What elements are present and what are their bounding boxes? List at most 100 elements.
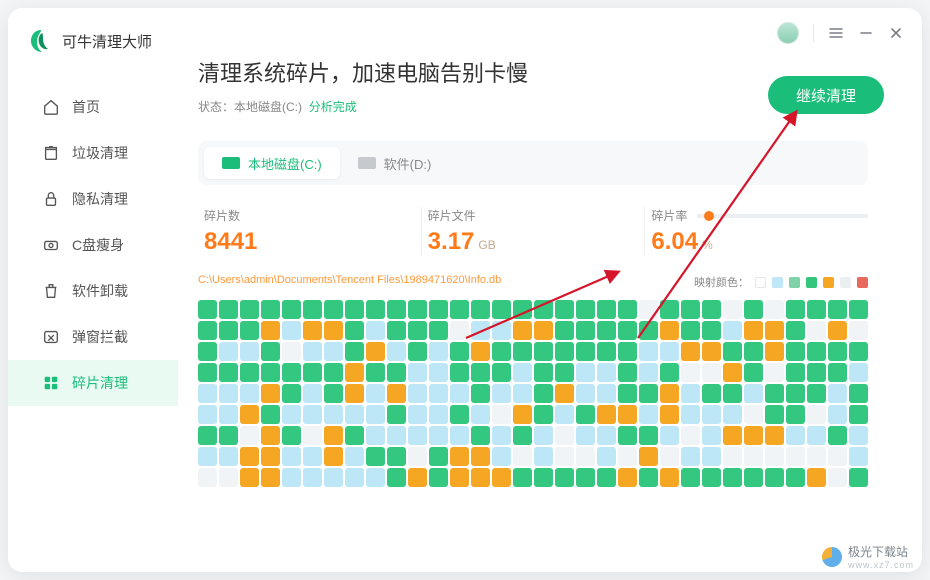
rate-handle (704, 211, 714, 221)
sidebar-item-junk[interactable]: 垃圾清理 (8, 130, 178, 176)
grid-cell (261, 300, 280, 319)
path-legend-row: C:\Users\admin\Documents\Tencent Files\1… (198, 274, 868, 290)
grid-cell (387, 405, 406, 424)
sidebar-item-uninstall[interactable]: 软件卸载 (8, 268, 178, 314)
grid-cell (555, 321, 574, 340)
sidebar-item-defrag[interactable]: 碎片清理 (8, 360, 178, 406)
grid-cell (408, 300, 427, 319)
grid-cell (303, 300, 322, 319)
grid-cell (849, 468, 868, 487)
sidebar-item-label: 软件卸载 (72, 281, 128, 301)
metric-value: 8441 (204, 228, 257, 256)
grid-cell (261, 426, 280, 445)
status-result: 分析完成 (309, 100, 357, 114)
grid-cell (744, 468, 763, 487)
grid-cell (366, 300, 385, 319)
grid-cell (450, 447, 469, 466)
grid-cell (660, 321, 679, 340)
grid-cell (849, 384, 868, 403)
grid-cell (849, 426, 868, 445)
grid-cell (576, 300, 595, 319)
grid-cell (303, 321, 322, 340)
grid-cell (744, 405, 763, 424)
window-controls (777, 22, 904, 44)
tab-disk-0[interactable]: 本地磁盘(C:) (204, 147, 340, 179)
grid-cell (681, 426, 700, 445)
grid-cell (198, 321, 217, 340)
grid-cell (639, 300, 658, 319)
grid-cell (240, 426, 259, 445)
sidebar-item-slim[interactable]: C盘瘦身 (8, 222, 178, 268)
tab-label: 软件(D:) (384, 154, 432, 173)
avatar[interactable] (777, 22, 799, 44)
metric-label: 碎片数 (204, 207, 421, 224)
grid-cell (198, 363, 217, 382)
grid-cell (345, 321, 364, 340)
grid-cell (450, 468, 469, 487)
grid-cell (807, 384, 826, 403)
grid-cell (702, 447, 721, 466)
grid-cell (744, 447, 763, 466)
grid-cell (555, 300, 574, 319)
grid-cell (282, 468, 301, 487)
grid-cell (450, 426, 469, 445)
grid-cell (282, 384, 301, 403)
grid-cell (492, 300, 511, 319)
grid-cell (387, 300, 406, 319)
sidebar-item-privacy[interactable]: 隐私清理 (8, 176, 178, 222)
grid-cell (597, 321, 616, 340)
grid-cell (408, 321, 427, 340)
grid-cell (786, 363, 805, 382)
grid-cell (345, 405, 364, 424)
slim-icon (42, 236, 60, 254)
grid-cell (849, 363, 868, 382)
grid-cell (618, 300, 637, 319)
grid-cell (660, 447, 679, 466)
grid-cell (618, 342, 637, 361)
grid-cell (597, 342, 616, 361)
grid-cell (429, 447, 448, 466)
sidebar: 可牛清理大师 首页垃圾清理隐私清理C盘瘦身软件卸载弹窗拦截碎片清理 (8, 8, 178, 572)
sidebar-item-label: C盘瘦身 (72, 235, 124, 255)
watermark-icon (822, 547, 842, 567)
grid-cell (765, 468, 784, 487)
tab-disk-1[interactable]: 软件(D:) (340, 147, 450, 179)
grid-cell (429, 363, 448, 382)
grid-cell (828, 363, 847, 382)
titlebar-separator (813, 24, 814, 42)
close-icon[interactable] (888, 25, 904, 41)
sidebar-item-popup[interactable]: 弹窗拦截 (8, 314, 178, 360)
grid-cell (429, 342, 448, 361)
grid-cell (723, 321, 742, 340)
grid-cell (807, 405, 826, 424)
grid-cell (492, 384, 511, 403)
grid-cell (429, 405, 448, 424)
grid-cell (660, 363, 679, 382)
grid-cell (198, 447, 217, 466)
grid-cell (723, 447, 742, 466)
continue-clean-button[interactable]: 继续清理 (768, 76, 884, 114)
grid-cell (744, 321, 763, 340)
grid-cell (702, 384, 721, 403)
grid-cell (702, 300, 721, 319)
color-legend: 映射颜色： (694, 274, 868, 290)
grid-cell (492, 426, 511, 445)
grid-cell (576, 426, 595, 445)
grid-cell (513, 363, 532, 382)
metric-fragment-count: 碎片数 8441 (198, 207, 422, 256)
grid-cell (408, 447, 427, 466)
grid-cell (408, 468, 427, 487)
sidebar-item-home[interactable]: 首页 (8, 84, 178, 130)
menu-icon[interactable] (828, 25, 844, 41)
minimize-icon[interactable] (858, 25, 874, 41)
grid-cell (807, 363, 826, 382)
grid-cell (618, 405, 637, 424)
grid-cell (744, 363, 763, 382)
grid-cell (534, 384, 553, 403)
grid-cell (303, 447, 322, 466)
grid-cell (471, 384, 490, 403)
grid-cell (681, 342, 700, 361)
grid-cell (408, 384, 427, 403)
legend-swatch (772, 277, 783, 288)
grid-cell (534, 426, 553, 445)
